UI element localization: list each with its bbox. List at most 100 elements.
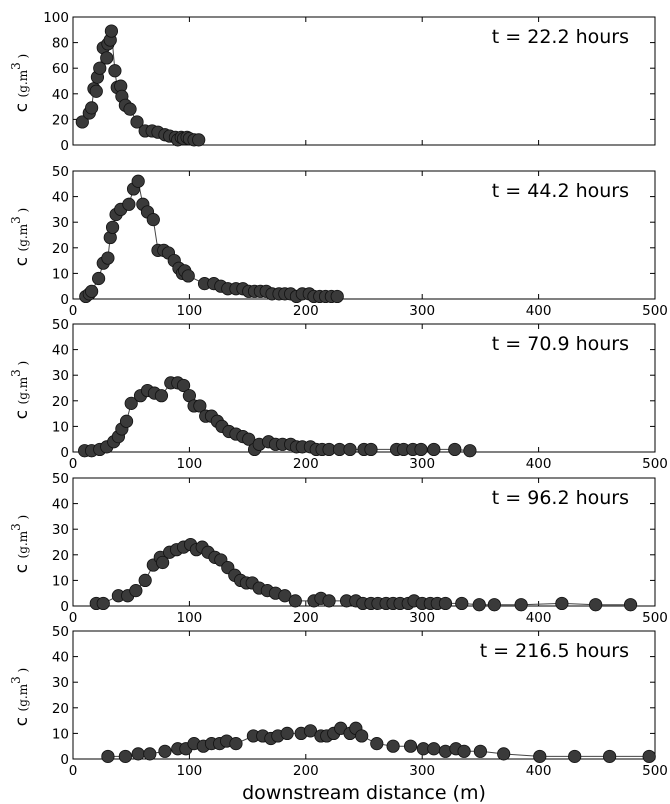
data-point xyxy=(330,289,344,304)
data-point xyxy=(101,251,115,265)
x-tick-label: 100 xyxy=(177,763,203,779)
data-point xyxy=(414,442,428,457)
data-point xyxy=(514,598,528,612)
y-axis-label-close: ) xyxy=(16,668,30,677)
x-tick-label: 100 xyxy=(177,456,203,472)
data-point xyxy=(448,442,462,457)
data-point xyxy=(438,596,453,611)
data-point xyxy=(280,726,294,741)
x-tick-label: 0 xyxy=(69,763,78,779)
data-point xyxy=(176,378,191,393)
data-point xyxy=(343,442,357,457)
data-point xyxy=(278,589,292,603)
data-point xyxy=(156,555,170,570)
data-point xyxy=(75,115,89,129)
y-axis-label-unit: (g.m xyxy=(16,223,30,251)
panel-title: t = 216.5 hours xyxy=(480,640,629,662)
data-point xyxy=(101,749,115,764)
y-tick-label: 0 xyxy=(60,292,69,308)
x-tick-label: 400 xyxy=(526,763,552,779)
x-tick-label: 300 xyxy=(409,763,435,779)
y-tick-label: 20 xyxy=(52,112,69,128)
data-point xyxy=(242,432,256,446)
data-point xyxy=(138,573,152,588)
x-tick-label: 300 xyxy=(409,456,435,472)
panel-title: t = 44.2 hours xyxy=(492,180,629,202)
x-tick-label: 0 xyxy=(69,303,78,319)
y-axis-label: c (g.m3 ) xyxy=(9,515,32,573)
y-tick-label: 20 xyxy=(52,701,69,717)
data-point xyxy=(108,64,122,78)
data-point xyxy=(589,598,603,612)
data-point xyxy=(93,61,107,75)
x-tick-label: 500 xyxy=(642,763,668,779)
y-axis-label-unit: (g.m xyxy=(16,683,30,711)
y-tick-label: 20 xyxy=(52,548,69,564)
y-tick-label: 60 xyxy=(52,61,69,77)
data-point xyxy=(229,737,243,751)
data-point xyxy=(364,442,378,457)
data-point xyxy=(427,442,441,457)
y-axis-label-symbol: c xyxy=(12,97,32,112)
y-tick-label: 100 xyxy=(43,10,69,26)
data-point xyxy=(457,744,471,758)
x-axis-label: downstream distance (m) xyxy=(242,782,486,804)
data-point xyxy=(122,197,136,211)
y-axis-label-exponent: 3 xyxy=(9,62,23,70)
data-point xyxy=(131,174,145,188)
x-tick-label: 400 xyxy=(526,303,552,319)
data-point xyxy=(118,749,132,764)
data-point xyxy=(158,744,172,758)
y-tick-label: 30 xyxy=(52,522,69,538)
x-tick-label: 400 xyxy=(526,610,552,626)
y-tick-label: 0 xyxy=(60,752,69,768)
data-point xyxy=(386,739,400,753)
data-point xyxy=(96,596,110,611)
y-tick-label: 30 xyxy=(52,368,69,384)
panel-1: 0 20 40 60 80 100 c (g.m3 ) t = 22.2 hours xyxy=(9,10,656,154)
y-tick-label: 50 xyxy=(52,164,69,180)
y-axis-label: c (g.m3 ) xyxy=(9,668,32,726)
data-point xyxy=(85,284,99,298)
y-axis-label-close: ) xyxy=(16,361,30,370)
x-tick-label: 200 xyxy=(293,610,319,626)
data-point xyxy=(623,598,638,612)
y-axis-label-exponent: 3 xyxy=(9,216,23,224)
data-point xyxy=(370,737,384,751)
data-point xyxy=(119,414,134,428)
y-tick-label: 40 xyxy=(52,190,69,206)
data-point xyxy=(130,115,144,129)
axes-frame xyxy=(72,16,656,146)
y-axis-label-exponent: 3 xyxy=(9,676,23,684)
y-axis-label-unit: (g.m xyxy=(16,69,30,97)
data-point xyxy=(181,269,195,283)
y-tick-label: 20 xyxy=(52,241,69,257)
y-tick-label: 50 xyxy=(52,624,69,640)
y-tick-label: 40 xyxy=(52,87,69,103)
x-tick-label: 200 xyxy=(293,303,319,319)
data-point xyxy=(143,747,157,761)
data-point xyxy=(129,584,143,598)
x-tick-label: 100 xyxy=(177,303,203,319)
data-point xyxy=(427,742,441,756)
x-tick-label: 300 xyxy=(409,610,435,626)
y-tick-label: 50 xyxy=(52,471,69,487)
data-point xyxy=(533,749,547,764)
data-point xyxy=(105,220,120,234)
x-tick-label: 0 xyxy=(69,456,78,472)
y-axis-label-exponent: 3 xyxy=(9,369,23,377)
y-axis-label: c (g.m3 ) xyxy=(9,361,32,419)
data-point xyxy=(123,102,137,116)
y-tick-label: 20 xyxy=(52,394,69,410)
data-point xyxy=(85,101,99,115)
data-point xyxy=(472,598,486,612)
x-tick-label: 200 xyxy=(293,456,319,472)
data-point xyxy=(355,729,369,743)
y-axis-label-symbol: c xyxy=(12,251,32,266)
data-point xyxy=(463,444,477,458)
y-axis-label-symbol: c xyxy=(12,404,32,419)
data-point xyxy=(487,598,501,612)
y-axis-label-symbol: c xyxy=(12,558,32,573)
y-axis-label-close: ) xyxy=(16,54,30,63)
